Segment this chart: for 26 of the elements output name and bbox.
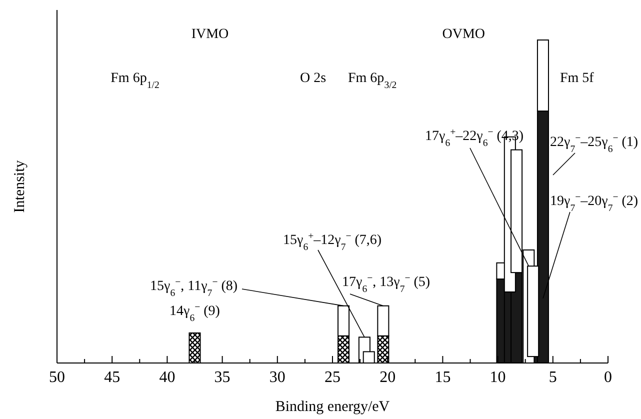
annotation: Fm 6p$_{1/2}$ (110, 71, 160, 90)
annotation: IVMO (191, 27, 229, 42)
x-tick-label: 50 (49, 369, 65, 386)
annotation: 22γ$_{7}$$^{−}$–25γ$_{6}$$^{−}$ (1) (550, 132, 638, 154)
annotation: 15γ$_{6}$$^{−}$, 11γ$_{7}$$^{−}$ (8) (150, 276, 238, 298)
x-tick-label: 0 (604, 369, 612, 386)
annotation: OVMO (442, 27, 485, 42)
annotation: 17γ$_{6}$$^{+}$–22γ$_{6}$$^{−}$ (4,3) (425, 126, 524, 148)
x-tick-label: 35 (214, 369, 230, 386)
x-axis-title: Binding energy/eV (275, 399, 390, 415)
annotation: 19γ$_{7}$$^{−}$–20γ$_{7}$$^{−}$ (2) (550, 192, 638, 214)
x-tick-label: 20 (380, 369, 396, 386)
annotation: O 2s (300, 71, 326, 86)
x-tick-label: 45 (104, 369, 120, 386)
x-tick-label: 30 (269, 369, 286, 386)
annotation: 17γ$_{6}$$^{−}$, 13γ$_{7}$$^{−}$ (5) (342, 272, 430, 294)
annotation: 15γ$_{6}$$^{+}$–12γ$_{7}$$^{−}$ (7,6) (283, 230, 382, 252)
x-tick-label: 25 (324, 369, 340, 386)
x-tick-label: 15 (434, 369, 451, 386)
annotation: 14γ$_{6}$$^{−}$ (9) (170, 301, 220, 324)
annotation: Fm 5f (560, 71, 594, 86)
annotation: Fm 6p$_{3/2}$ (348, 71, 397, 90)
x-tick-label: 5 (548, 369, 557, 386)
x-tick-label: 10 (490, 369, 506, 386)
y-axis-title: Intensity (12, 160, 28, 213)
x-tick-label: 40 (159, 369, 176, 386)
